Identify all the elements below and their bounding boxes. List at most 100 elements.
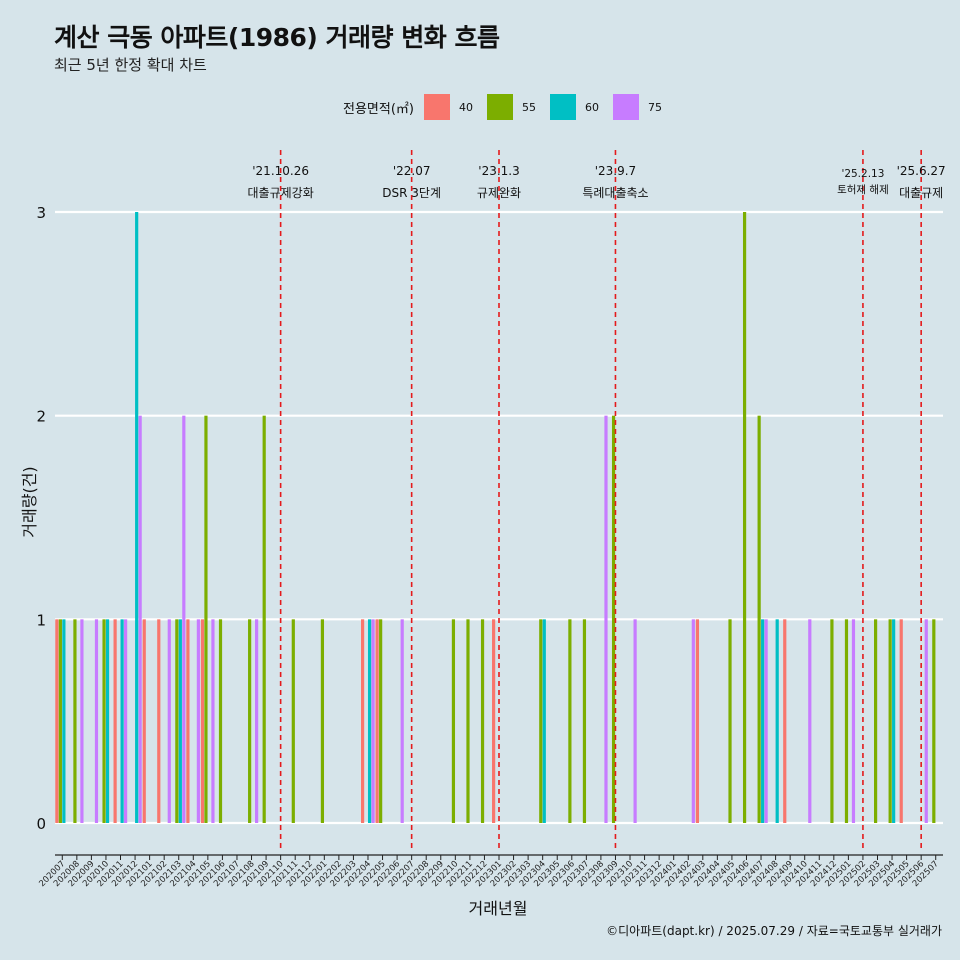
event-description-label: 규제완화 — [477, 186, 521, 200]
bar-40-202011 — [113, 619, 117, 823]
bar-40-202007 — [55, 619, 59, 823]
bar-55-202405 — [728, 619, 732, 823]
bar-40-202105 — [200, 619, 205, 823]
legend-title: 전용면적(㎡) — [343, 101, 414, 117]
bar-75-202108 — [255, 619, 259, 823]
bar-60-202407 — [761, 619, 765, 823]
bar-60-202010 — [105, 619, 110, 823]
bar-75-202204 — [371, 619, 375, 823]
y-tick-label: 3 — [36, 204, 46, 222]
y-tick-label: 2 — [36, 408, 46, 426]
bar-55-202407 — [757, 415, 761, 823]
bar-60-202204 — [367, 619, 372, 823]
event-date-label: '23.9.7 — [595, 164, 636, 178]
bar-55-202507 — [932, 619, 936, 823]
bar-55-202105 — [204, 415, 208, 823]
bar-55-202205 — [379, 619, 383, 823]
event-description-label: 토허제 해제 — [837, 183, 889, 196]
event-date-label: '25.2.13 — [841, 168, 884, 180]
bar-55-202309 — [611, 415, 616, 823]
bar-55-202106 — [218, 619, 223, 823]
bar-60-202007 — [62, 619, 66, 823]
bar-60-202304 — [542, 619, 546, 823]
bar-60-202011 — [120, 619, 124, 823]
bar-75-202410 — [808, 619, 812, 823]
bar-75-202402 — [691, 619, 695, 823]
bar-75-202103 — [182, 415, 186, 823]
event-description-label: 특례대출축소 — [582, 186, 648, 200]
bar-60-202504 — [892, 619, 896, 823]
bar-40-202403 — [695, 619, 700, 823]
bar-40-202505 — [899, 619, 903, 823]
legend-swatch-60 — [549, 94, 576, 120]
bar-55-202503 — [873, 619, 878, 823]
bar-75-202501 — [851, 619, 856, 823]
bar-55-202406 — [742, 212, 747, 823]
bar-60-202408 — [775, 619, 779, 823]
event-description-label: 대출규제강화 — [248, 186, 314, 200]
bar-40-202409 — [783, 619, 787, 823]
bar-40-202301 — [492, 619, 496, 823]
bar-55-202210 — [451, 619, 456, 823]
event-date-label: '22.07 — [393, 164, 431, 178]
bar-40-202101 — [142, 619, 146, 823]
bar-55-202212 — [480, 619, 485, 823]
bar-55-202412 — [830, 619, 834, 823]
event-description-label: DSR 3단계 — [382, 186, 441, 200]
bar-75-202104 — [196, 619, 200, 823]
legend-label-60: 60 — [584, 100, 599, 114]
bar-55-202103 — [175, 619, 179, 823]
bar-75-202206 — [400, 619, 404, 823]
bar-55-202109 — [262, 415, 266, 823]
bar-55-202211 — [466, 619, 470, 823]
y-tick-label: 0 — [36, 815, 46, 833]
legend-item-55: 55 — [486, 94, 542, 120]
bar-40-202104 — [186, 619, 190, 823]
legend-swatch-75 — [612, 94, 639, 120]
bar-55-202307 — [582, 619, 587, 823]
event-date-label: '21.10.26 — [252, 164, 309, 178]
bar-75-202008 — [80, 619, 84, 823]
bar-75-202407 — [764, 619, 768, 823]
x-axis-title: 거래년월 — [469, 899, 528, 918]
bar-55-202306 — [568, 619, 572, 823]
bar-75-202105 — [211, 619, 215, 823]
legend-item-40: 40 — [423, 94, 479, 120]
bar-55-202501 — [844, 619, 849, 823]
bar-40-202205 — [375, 619, 379, 823]
bar-75-202009 — [94, 619, 99, 823]
legend-item-60: 60 — [549, 94, 605, 120]
bar-55-202201 — [320, 619, 325, 823]
legend-label-75: 75 — [647, 100, 662, 114]
event-date-label: '23.1.3 — [478, 164, 519, 178]
bar-55-202304 — [539, 619, 543, 823]
source-caption: ©디아파트(dapt.kr) / 2025.07.29 / 자료=국토교통부 실… — [606, 924, 942, 938]
bar-60-202103 — [178, 619, 182, 823]
chart-title: 계산 극동 아파트(1986) 거래량 변화 흐름 — [54, 23, 500, 52]
y-axis-title: 거래량(건) — [20, 466, 39, 537]
bar-75-202506 — [924, 619, 928, 823]
bar-75-202102 — [167, 619, 171, 823]
bar-75-202308 — [604, 415, 608, 823]
legend-item-75: 75 — [612, 94, 668, 120]
bar-60-202012 — [135, 212, 139, 823]
y-tick-label: 1 — [36, 611, 46, 629]
bar-55-202111 — [291, 619, 295, 823]
legend-swatch-40 — [423, 94, 450, 120]
event-description-label: 대출규제 — [899, 186, 943, 200]
legend-swatch-55 — [486, 94, 513, 120]
bar-55-202010 — [102, 619, 106, 823]
bar-55-202007 — [58, 619, 62, 823]
event-date-label: '25.6.27 — [897, 164, 946, 178]
legend-label-40: 40 — [458, 100, 473, 114]
legend-label-55: 55 — [521, 100, 536, 114]
bar-40-202204 — [360, 619, 365, 823]
bar-75-202310 — [633, 619, 637, 823]
bar-75-202012 — [138, 415, 142, 823]
legend: 전용면적(㎡) 40 55 60 75 — [343, 94, 676, 120]
bar-55-202008 — [73, 619, 77, 823]
bar-55-202504 — [888, 619, 892, 823]
chart-subtitle: 최근 5년 한정 확대 차트 — [54, 56, 207, 74]
bar-55-202108 — [248, 619, 252, 823]
